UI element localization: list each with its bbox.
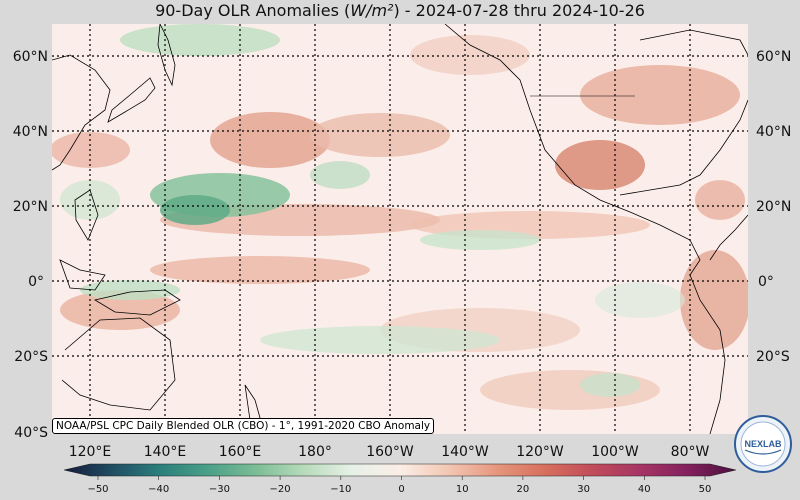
lat-label: 0°: [758, 274, 774, 290]
logo-text: NEXLAB: [744, 439, 782, 449]
anomaly-field: [52, 24, 748, 410]
lat-label: 60°N: [756, 49, 791, 65]
colorbar: −50 −40 −30 −20 −10 0 10 20 30 40 50: [63, 463, 737, 495]
colorbar-tick-label: 10: [456, 484, 469, 495]
nexlab-logo: NEXLAB: [734, 415, 792, 473]
lat-label: 20°N: [756, 199, 791, 215]
lat-label: 20°N: [13, 199, 48, 215]
lat-label: 40°N: [13, 124, 48, 140]
data-source-caption: NOAA/PSL CPC Daily Blended OLR (CBO) - 1…: [52, 418, 435, 434]
lon-label: 120°W: [516, 444, 564, 460]
lon-labels: 120°E 140°E 160°E 180° 160°W 140°W 120°W…: [69, 444, 710, 460]
lon-label: 180°: [298, 444, 332, 460]
lon-label: 80°W: [671, 444, 710, 460]
colorbar-tick-label: −50: [87, 484, 108, 495]
lon-label: 100°W: [591, 444, 639, 460]
lat-label: 60°N: [13, 49, 48, 65]
colorbar-bar: [63, 463, 737, 477]
colorbar-tick-label: −20: [270, 484, 291, 495]
lat-label: 40°N: [756, 124, 791, 140]
title-suffix: ) - 2024-07-28 thru 2024-10-26: [393, 1, 645, 20]
colorbar-tick-label: −10: [330, 484, 351, 495]
colorbar-tick-label: −40: [148, 484, 169, 495]
lat-labels-left: 60°N 40°N 20°N 0° 20°S 40°S: [13, 49, 48, 441]
colorbar-ticks: −50 −40 −30 −20 −10 0 10 20 30 40 50: [87, 476, 711, 495]
lat-label: 20°S: [756, 349, 790, 365]
lon-label: 140°E: [144, 444, 187, 460]
lon-label: 120°E: [69, 444, 112, 460]
title-prefix: 90-Day OLR Anomalies (: [155, 1, 351, 20]
colorbar-tick-label: 50: [699, 484, 712, 495]
colorbar-tick-label: 40: [638, 484, 651, 495]
lat-labels-right: 60°N 40°N 20°N 0° 20°S: [756, 49, 791, 365]
lon-label: 160°W: [366, 444, 414, 460]
lat-label: 40°S: [14, 425, 48, 441]
lon-label: 160°E: [219, 444, 262, 460]
graticule: [52, 24, 748, 434]
colorbar-tick-label: 30: [577, 484, 590, 495]
colorbar-tick-label: −30: [209, 484, 230, 495]
lat-label: 20°S: [14, 349, 48, 365]
colorbar-tick-label: 20: [517, 484, 530, 495]
title-unit: W/m²: [350, 1, 394, 20]
lon-label: 140°W: [441, 444, 489, 460]
lat-label: 0°: [28, 274, 44, 290]
colorbar-tick-label: 0: [398, 484, 404, 495]
chart-title: 90-Day OLR Anomalies (W/m²) - 2024-07-28…: [0, 0, 800, 22]
